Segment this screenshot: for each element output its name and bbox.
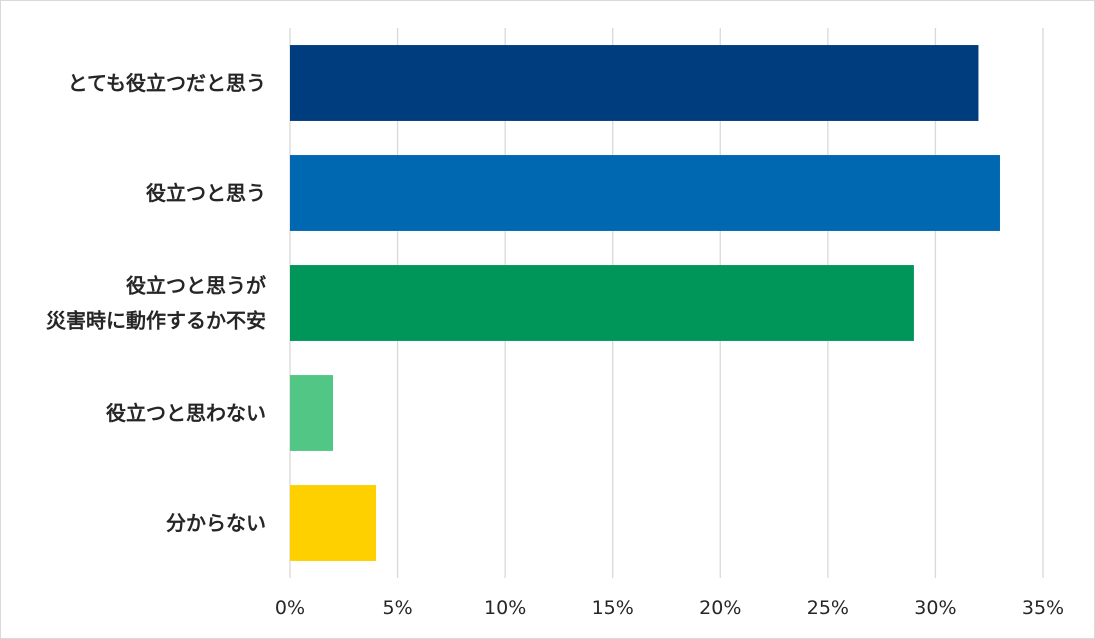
x-tick-label: 35%: [1022, 597, 1064, 619]
category-label-line: 分からない: [166, 511, 266, 535]
x-tick-label: 15%: [592, 597, 634, 619]
x-tick-label: 0%: [275, 597, 305, 619]
bar: [290, 485, 377, 561]
category-label: 役立つと思わない: [106, 401, 266, 425]
category-label-line: 役立つと思うが: [126, 274, 266, 298]
x-tick-labels: 0% 5% 10% 15% 20% 25% 30% 35%: [275, 597, 1064, 619]
category-label: 分からない: [166, 511, 266, 535]
category-label-line: とても役立つだと思う: [68, 71, 266, 95]
category-label: 役立つと思う: [146, 181, 266, 205]
x-tick-label: 20%: [699, 597, 741, 619]
x-tick-label: 25%: [807, 597, 849, 619]
x-tick-label: 10%: [484, 597, 526, 619]
bar: [290, 155, 1000, 231]
category-label-line: 役立つと思う: [146, 181, 266, 205]
x-tick-label: 5%: [382, 597, 412, 619]
category-label-line: 役立つと思わない: [106, 401, 266, 425]
bar: [290, 45, 979, 121]
category-label: 役立つと思うが災害時に動作するか不安: [46, 274, 266, 333]
category-label-line: 災害時に動作するか不安: [46, 309, 266, 333]
x-tick-label: 30%: [914, 597, 956, 619]
bars: [290, 45, 1000, 561]
bar: [290, 375, 334, 451]
category-label: とても役立つだと思う: [68, 71, 266, 95]
bar: [290, 265, 914, 341]
category-labels: とても役立つだと思う役立つと思う役立つと思うが災害時に動作するか不安役立つと思わ…: [46, 71, 266, 535]
